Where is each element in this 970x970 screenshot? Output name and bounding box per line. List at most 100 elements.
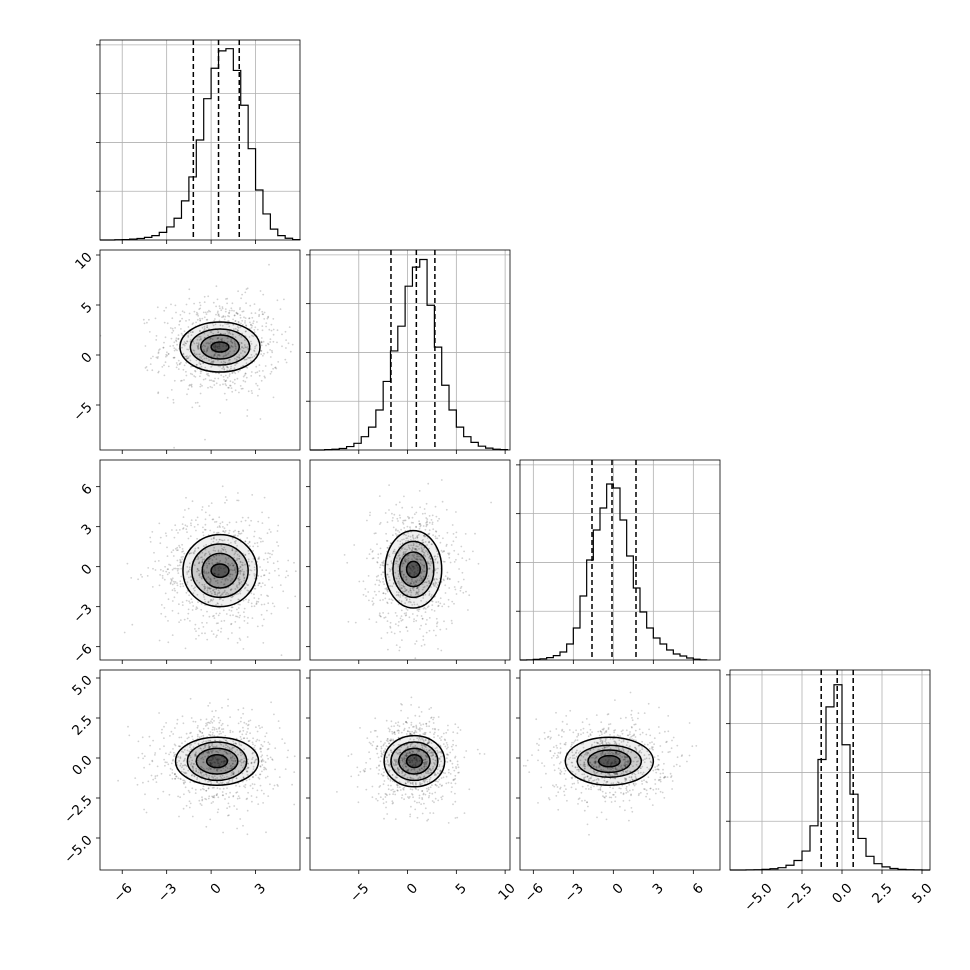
scatter-point (261, 569, 264, 571)
scatter-point (205, 798, 208, 801)
scatter-point (383, 817, 385, 820)
scatter-point (409, 539, 412, 541)
scatter-point (197, 546, 200, 549)
scatter-point (658, 778, 661, 781)
scatter-point (635, 748, 638, 751)
scatter-point (401, 521, 404, 524)
scatter-point (170, 762, 173, 765)
scatter-point (402, 585, 405, 588)
scatter-point (607, 752, 610, 755)
scatter-point (258, 777, 261, 780)
scatter-point (246, 767, 249, 770)
scatter-point (447, 598, 450, 601)
scatter-point (382, 768, 385, 770)
scatter-point (250, 371, 253, 373)
scatter-point (188, 568, 191, 571)
scatter-point (267, 552, 270, 555)
scatter-point (253, 349, 256, 352)
scatter-point (353, 544, 356, 546)
scatter-point (228, 746, 231, 749)
scatter-point (408, 726, 411, 729)
scatter-point (411, 547, 414, 550)
scatter-point (251, 617, 254, 619)
scatter-point (396, 560, 399, 563)
scatter-point (231, 755, 234, 758)
scatter-point (380, 615, 382, 618)
scatter-point (181, 548, 184, 550)
scatter-point (259, 418, 262, 420)
scatter-point (422, 738, 424, 741)
scatter-point (212, 633, 215, 635)
scatter-point (260, 350, 263, 352)
scatter-point (208, 745, 211, 748)
scatter-point (269, 552, 271, 555)
scatter-point (362, 593, 365, 596)
scatter-point (212, 355, 215, 358)
scatter-point (437, 601, 440, 603)
scatter-point (672, 736, 675, 739)
scatter-point (181, 334, 184, 337)
scatter-point (417, 588, 420, 591)
scatter-point (428, 590, 431, 593)
scatter-point (176, 559, 179, 562)
scatter-point (397, 752, 400, 754)
scatter-point (213, 768, 216, 770)
scatter-point (594, 757, 596, 760)
scatter-point (619, 754, 621, 757)
scatter-point (422, 548, 424, 551)
scatter-point (243, 316, 245, 319)
scatter-point (382, 612, 384, 614)
scatter-point (217, 808, 220, 811)
scatter-point (246, 724, 249, 727)
scatter-point (200, 577, 203, 579)
scatter-point (246, 797, 249, 800)
scatter-point (422, 607, 425, 610)
scatter-point (209, 734, 211, 736)
scatter-point (445, 747, 448, 750)
scatter-point (204, 797, 207, 800)
scatter-point (196, 593, 199, 596)
scatter-point (233, 378, 236, 381)
scatter-point (211, 559, 214, 561)
scatter-point (418, 590, 420, 593)
scatter-point (425, 761, 427, 764)
scatter-point (213, 794, 216, 797)
scatter-point (392, 791, 395, 793)
scatter-point (397, 565, 400, 568)
scatter-point (419, 759, 422, 762)
scatter-point (393, 759, 396, 762)
scatter-point (260, 337, 263, 339)
scatter-point (230, 772, 233, 774)
scatter-point (630, 726, 633, 728)
scatter-point (243, 573, 246, 576)
scatter-point (227, 565, 230, 567)
scatter-point (245, 302, 248, 305)
pair-plot-area (522, 691, 698, 836)
scatter-point (211, 744, 213, 747)
scatter-point (220, 724, 223, 727)
scatter-point (256, 353, 258, 355)
scatter-point (397, 748, 399, 751)
scatter-point (239, 385, 242, 387)
scatter-point (182, 353, 185, 356)
scatter-point (203, 571, 205, 573)
scatter-point (405, 537, 408, 540)
scatter-point (455, 744, 457, 747)
scatter-point (396, 767, 399, 770)
scatter-point (409, 732, 412, 735)
scatter-point (255, 726, 257, 729)
scatter-point (244, 339, 246, 341)
scatter-point (368, 741, 371, 744)
scatter-point (238, 334, 241, 336)
scatter-point (614, 760, 617, 763)
scatter-point (442, 537, 444, 540)
scatter-point (182, 771, 185, 774)
scatter-point (454, 792, 456, 795)
scatter-point (587, 805, 589, 808)
scatter-point (225, 792, 228, 795)
scatter-point (200, 735, 203, 738)
scatter-point (455, 766, 457, 768)
scatter-point (230, 595, 232, 598)
scatter-point (397, 784, 399, 786)
scatter-point (422, 635, 425, 638)
